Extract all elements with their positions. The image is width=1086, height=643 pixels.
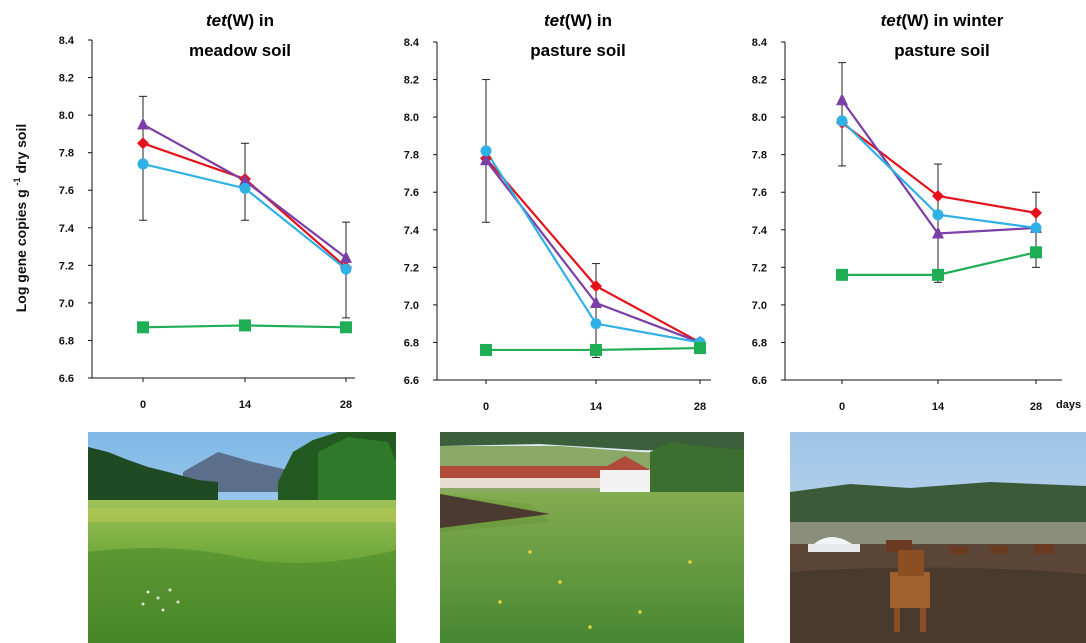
- data-point-circle: [1030, 222, 1042, 234]
- series-line: [485, 150, 701, 344]
- y-tick-label: 8.2: [404, 75, 419, 87]
- pasture-photo: [440, 432, 744, 643]
- y-tick-label: 6.6: [59, 373, 74, 385]
- x-tick-label: 14: [239, 399, 252, 411]
- chart-title: tet(W) in: [206, 11, 274, 30]
- y-tick-label: 7.0: [59, 298, 74, 310]
- data-point-circle: [590, 318, 602, 330]
- y-tick-label: 7.8: [59, 148, 74, 160]
- y-tick-label: 8.0: [59, 110, 74, 122]
- chart-title-gene: tet: [544, 11, 566, 30]
- chart-title-rest: (W) in: [227, 11, 274, 30]
- x-tick-label: 14: [932, 401, 945, 413]
- x-tick-label: 0: [140, 399, 146, 411]
- y-tick-label: 7.2: [752, 262, 767, 274]
- data-point-square: [340, 321, 352, 334]
- data-point-square: [836, 268, 848, 281]
- chart-title: tet(W) in: [544, 11, 612, 30]
- data-point-circle: [836, 115, 848, 127]
- y-tick-label: 7.6: [59, 185, 74, 197]
- y-tick-label: 8.4: [752, 37, 768, 49]
- y-tick-label: 6.6: [752, 375, 767, 387]
- y-tick-label: 8.4: [59, 35, 75, 47]
- data-point-circle: [932, 209, 944, 221]
- y-tick-label: 8.0: [404, 112, 419, 124]
- y-tick-label: 8.0: [752, 112, 767, 124]
- y-tick-label: 8.2: [59, 73, 74, 85]
- data-point-circle: [480, 145, 492, 157]
- y-tick-label: 6.8: [752, 337, 767, 349]
- y-tick-label: 7.4: [59, 223, 75, 235]
- x-tick-label: 28: [1030, 401, 1042, 413]
- data-point-square: [480, 343, 492, 356]
- data-point-square: [137, 321, 149, 334]
- winter-pasture-photo: [790, 432, 1086, 643]
- data-point-diamond: [1030, 206, 1042, 219]
- y-axis-label-superscript: -1: [12, 177, 22, 185]
- y-tick-label: 7.0: [404, 300, 419, 312]
- data-point-triangle: [239, 173, 251, 186]
- x-tick-label: 28: [694, 401, 706, 413]
- data-point-square: [932, 268, 944, 281]
- chart-pasture-soil: tet(W) in pasture soil 6.6 6.8 7.0 7.2 7.4 7.6 7…: [404, 11, 711, 413]
- series-line: [485, 159, 701, 344]
- chart-title-gene: tet: [881, 11, 903, 30]
- y-axis-label-text: Log gene copies g: [13, 189, 29, 312]
- y-axis-label: Log gene copies g -1 dry soil: [12, 124, 29, 313]
- y-tick-label: 7.4: [752, 225, 768, 237]
- y-tick-label: 7.0: [752, 300, 767, 312]
- data-point-square: [1030, 246, 1042, 259]
- data-point-triangle: [137, 117, 149, 130]
- y-tick-label: 8.4: [404, 37, 420, 49]
- y-tick-label: 6.8: [404, 337, 419, 349]
- data-point-diamond: [932, 189, 944, 202]
- x-tick-label: 14: [590, 401, 603, 413]
- chart-title: tet(W) in winter: [881, 11, 1004, 30]
- chart-title-line2: pasture soil: [894, 41, 989, 60]
- data-point-diamond: [590, 280, 602, 293]
- data-point-triangle: [480, 153, 492, 166]
- chart-title-rest: (W) in winter: [901, 11, 1003, 30]
- y-tick-label: 7.2: [404, 262, 419, 274]
- charts-area: Log gene copies g -1 dry soil tet(W) inm…: [12, 11, 1081, 413]
- chart-title-gene: tet: [206, 11, 228, 30]
- data-point-triangle: [590, 296, 602, 309]
- y-tick-label: 7.8: [404, 150, 419, 162]
- x-tick-label: 0: [839, 401, 845, 413]
- chart-title-line2: pasture soil: [530, 41, 625, 60]
- data-point-square: [590, 343, 602, 356]
- data-point-square: [694, 342, 706, 355]
- y-axis-label-rest: dry soil: [13, 124, 29, 178]
- data-point-triangle: [932, 226, 944, 239]
- meadow-photo: [88, 432, 396, 643]
- x-axis-days-label: days: [1056, 399, 1081, 411]
- data-point-circle: [137, 158, 149, 170]
- data-point-square: [239, 319, 251, 332]
- data-point-circle: [239, 182, 251, 194]
- y-tick-label: 7.8: [752, 150, 767, 162]
- y-tick-label: 7.2: [59, 260, 74, 272]
- chart-title-rest: (W) in: [565, 11, 612, 30]
- chart-winter-pasture-soil: tet(W) in winter pasture soil 6.6 6.8 7.0 7.2…: [752, 11, 1062, 413]
- y-tick-label: 6.8: [59, 335, 74, 347]
- series-line: [485, 157, 701, 344]
- data-point-triangle: [340, 250, 352, 263]
- y-tick-label: 7.6: [404, 187, 419, 199]
- chart-title-line2: meadow soil: [189, 41, 291, 60]
- y-tick-label: 7.4: [404, 225, 420, 237]
- x-tick-label: 0: [483, 401, 489, 413]
- x-tick-label: 28: [340, 399, 352, 411]
- data-point-circle: [340, 263, 352, 275]
- y-tick-label: 8.2: [752, 75, 767, 87]
- y-tick-label: 7.6: [752, 187, 767, 199]
- chart-meadow-soil: tet(W) in meadow soil 6.6 6.8 7.0 7.2 7.4 7.6 7.…: [59, 11, 355, 411]
- data-point-diamond: [137, 137, 149, 150]
- y-tick-label: 6.6: [404, 375, 419, 387]
- data-point-triangle: [836, 93, 848, 106]
